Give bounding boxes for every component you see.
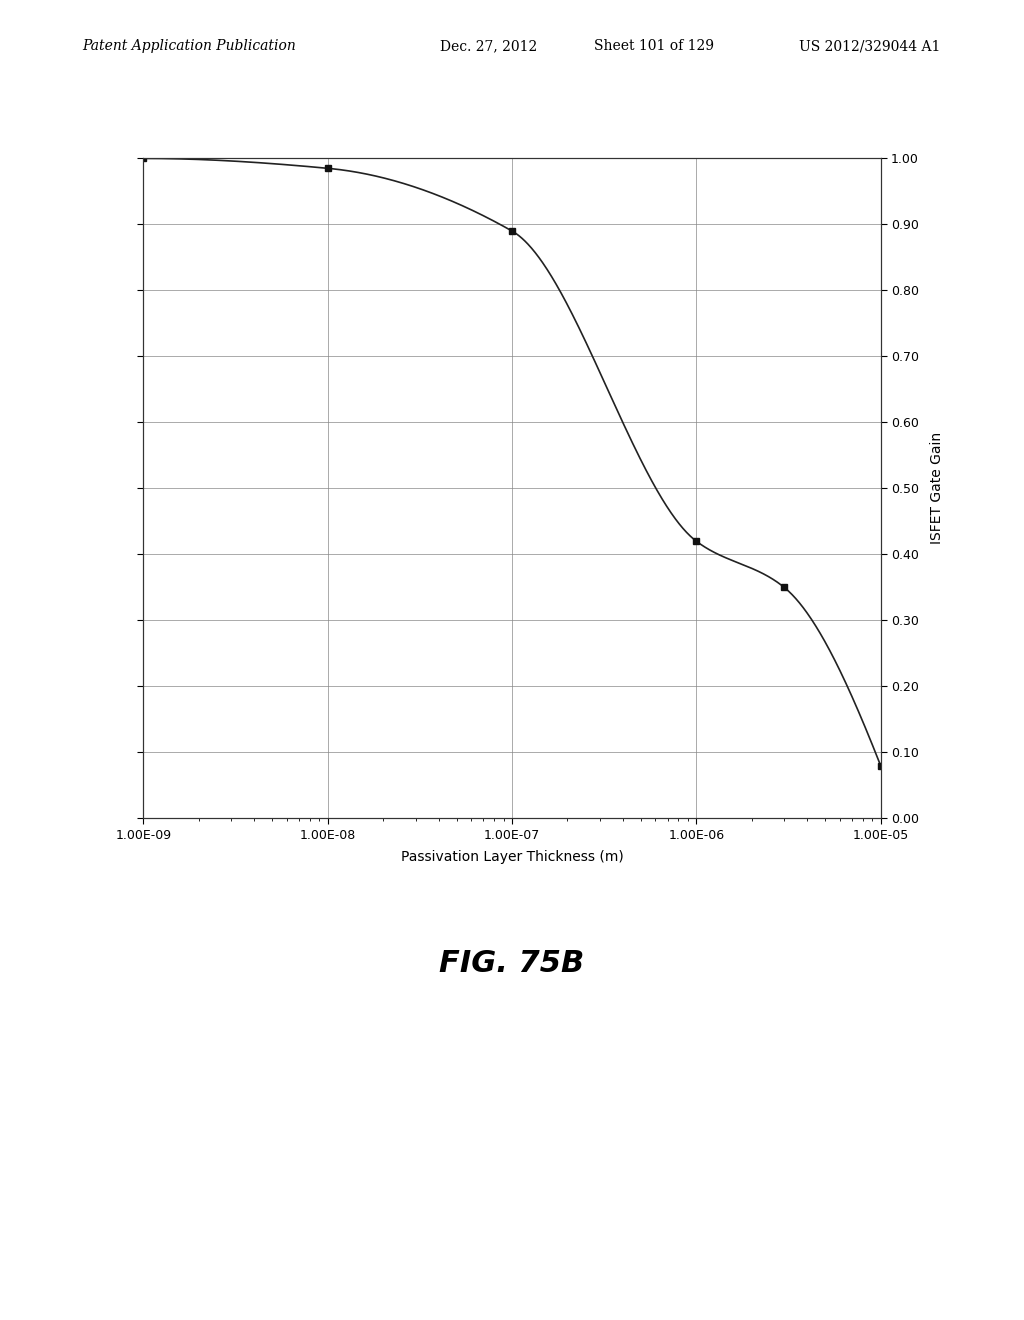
Text: US 2012/329044 A1: US 2012/329044 A1 — [799, 40, 940, 53]
Text: FIG. 75B: FIG. 75B — [439, 949, 585, 978]
Text: Patent Application Publication: Patent Application Publication — [82, 40, 296, 53]
Y-axis label: ISFET Gate Gain: ISFET Gate Gain — [930, 433, 944, 544]
Text: Dec. 27, 2012: Dec. 27, 2012 — [440, 40, 538, 53]
X-axis label: Passivation Layer Thickness (m): Passivation Layer Thickness (m) — [400, 850, 624, 865]
Text: Sheet 101 of 129: Sheet 101 of 129 — [594, 40, 714, 53]
